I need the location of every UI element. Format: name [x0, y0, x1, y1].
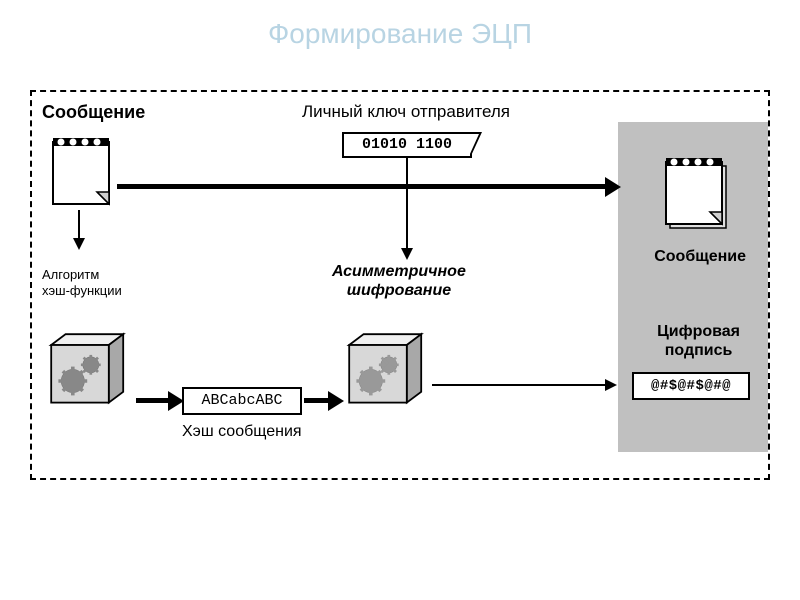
arrow-encrypt-to-signature: [432, 384, 607, 386]
arrow-key-down: [406, 158, 408, 250]
encryption-box-icon: [342, 327, 432, 417]
arrow-hashval-to-encrypt: [304, 398, 330, 403]
arrow-main: [117, 184, 607, 189]
hash-function-box-icon: [44, 327, 134, 417]
label-source-message: Сообщение: [42, 102, 145, 124]
label-digital-signature: Цифровая подпись: [657, 322, 740, 360]
label-output-message: Сообщение: [654, 247, 746, 266]
label-hash-of-message: Хэш сообщения: [182, 422, 302, 441]
notepad-output-icon: [660, 152, 728, 230]
private-key-value: 01010 1100: [342, 132, 472, 158]
signature-value-box: @#$@#$@#@: [632, 372, 750, 400]
label-asymmetric-encryption: Асимметричное шифрование: [332, 262, 466, 300]
notepad-source-icon: [47, 132, 115, 210]
label-hash-algorithm: Алгоритм хэш-функции: [42, 267, 122, 298]
page-title: Формирование ЭЦП: [0, 18, 800, 50]
hash-value-box: ABCabcABC: [182, 387, 302, 415]
arrow-gear-to-hashval: [136, 398, 170, 403]
label-private-key: Личный ключ отправителя: [302, 102, 510, 122]
arrow-to-hash: [78, 210, 80, 240]
diagram-frame: Сообщение Личный ключ отправителя Алгори…: [30, 90, 770, 480]
